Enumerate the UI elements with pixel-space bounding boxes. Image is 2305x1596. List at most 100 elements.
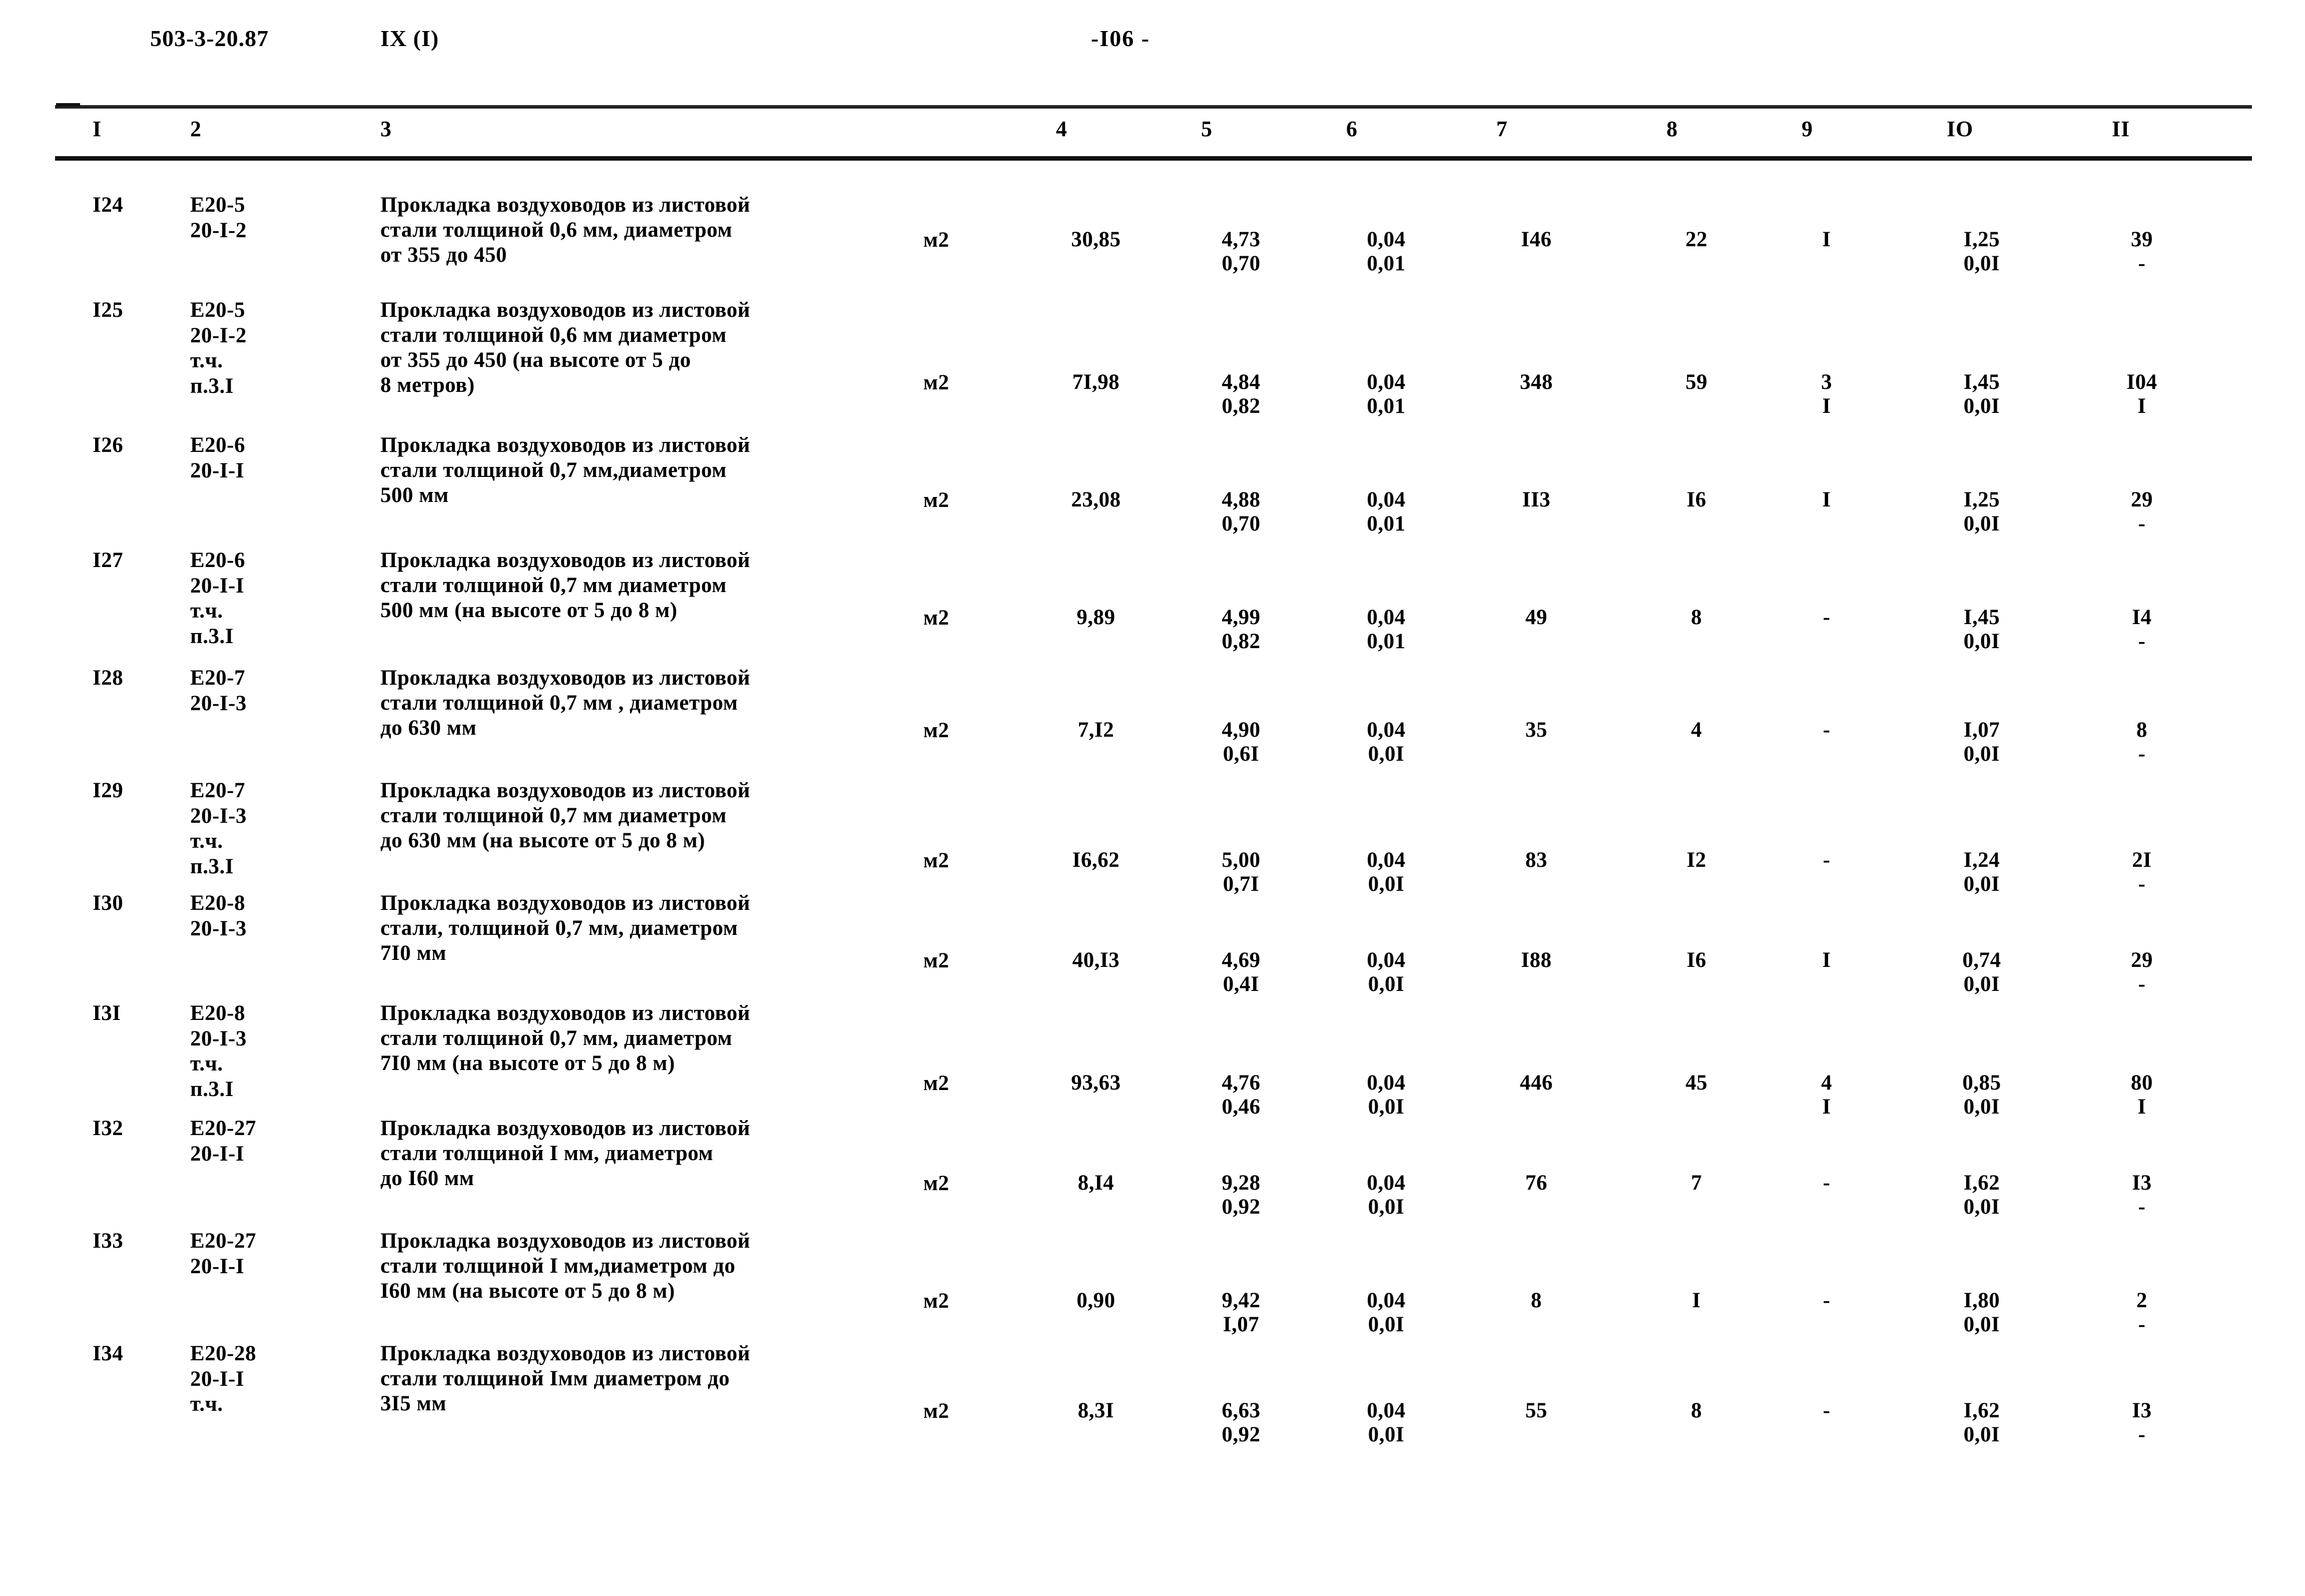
value-secondary: 0,46 [1222, 1095, 1261, 1119]
row-number: I25 [93, 298, 124, 322]
description-line: от 355 до 450 (на высоте от 5 до [380, 348, 691, 372]
value-primary: 7,I2 [1077, 718, 1114, 742]
value-primary: 8 [2136, 718, 2147, 742]
value-c10: 0,85 0,0I [1922, 1071, 2042, 1119]
table-top-rule [55, 105, 2252, 109]
value-primary: 4,90 [1222, 718, 1261, 742]
value-c6: 0,04 0,0I [1326, 1289, 1446, 1337]
value-c8: 59 [1646, 370, 1747, 394]
row-number: I33 [93, 1229, 124, 1253]
value-primary: 0,04 [1367, 228, 1406, 251]
page-number: -I06 - [1091, 26, 1150, 51]
norm-code-line: т.ч. [190, 349, 223, 373]
value-c7: 83 [1476, 848, 1596, 872]
description-line: Прокладка воздуховодов из листовой [380, 1117, 751, 1140]
value-secondary: 0,0I [1963, 1095, 2000, 1119]
value-secondary: - [2138, 630, 2146, 654]
value-primary: 0,04 [1367, 370, 1406, 394]
value-c4: 93,63 [1031, 1071, 1161, 1095]
value-c6: 0,04 0,0I [1326, 848, 1446, 896]
value-primary: I3 [2132, 1399, 2152, 1422]
unit-of-measure: м2 [923, 606, 949, 630]
unit-of-measure: м2 [923, 488, 949, 512]
value-c11: 39- [2092, 228, 2192, 276]
value-primary: 0,04 [1367, 718, 1406, 742]
value-secondary: - [2138, 742, 2146, 766]
value-primary: - [1823, 1289, 1831, 1312]
description-line: Прокладка воздуховодов из листовой [380, 298, 751, 322]
value-primary: 0,04 [1367, 1071, 1406, 1095]
value-secondary: 0,0I [1963, 252, 2000, 276]
value-c11: I4- [2092, 606, 2192, 654]
description-line: Прокладка воздуховодов из листовой [380, 779, 751, 802]
value-c10: I,45 0,0I [1922, 606, 2042, 654]
value-primary: - [1823, 606, 1831, 629]
description-line: от 355 до 450 [380, 243, 507, 267]
value-secondary: - [2138, 252, 2146, 276]
value-c5: 6,63 0,92 [1181, 1399, 1301, 1447]
value-c8: I2 [1646, 848, 1747, 872]
value-secondary: 0,0I [1963, 630, 2000, 654]
work-description: Прокладка воздуховодов из листовой стали … [380, 1229, 971, 1304]
unit-of-measure: м2 [923, 1289, 949, 1313]
value-c11: I3- [2092, 1171, 2192, 1219]
norm-code: E20-6 20-I-I [190, 433, 355, 483]
value-c9: I [1782, 488, 1872, 512]
column-header-IO: IO [1947, 117, 1974, 141]
value-c9: - [1782, 1399, 1872, 1423]
value-secondary: 0,01 [1367, 512, 1406, 536]
norm-code-line: 20-I-I [190, 1254, 245, 1278]
value-primary: - [1823, 848, 1831, 872]
value-secondary: 0,0I [1368, 742, 1405, 766]
value-secondary: 0,70 [1222, 252, 1261, 276]
value-primary: I,80 [1963, 1289, 2000, 1312]
value-primary: 0,04 [1367, 488, 1406, 511]
value-c10: I,25 0,0I [1922, 488, 2042, 536]
norm-code-line: E20-7 [190, 779, 245, 802]
norm-code: E20-5 20-I-2 [190, 193, 355, 243]
value-primary: - [1823, 1171, 1831, 1195]
value-c8: I [1646, 1289, 1747, 1313]
value-c4: 7I,98 [1031, 370, 1161, 394]
value-c9: - [1782, 1171, 1872, 1195]
value-primary: 80 [2131, 1071, 2153, 1095]
description-line: стали толщиной 0,7 мм диаметром [380, 803, 727, 827]
value-c6: 0,04 0,0I [1326, 718, 1446, 766]
norm-code-line: п.3.I [190, 1078, 234, 1102]
value-secondary: - [2138, 872, 2146, 896]
value-secondary: - [2138, 1313, 2146, 1337]
description-line: Прокладка воздуховодов из листовой [380, 891, 751, 915]
norm-code-line: 20-I-2 [190, 323, 247, 347]
value-c6: 0,04 0,01 [1326, 488, 1446, 536]
norm-code-line: E20-8 [190, 1001, 245, 1025]
norm-code: E20-8 20-I-3 т.ч. п.3.I [190, 1001, 355, 1103]
value-c4: 0,90 [1031, 1289, 1161, 1313]
value-c11: 29- [2092, 488, 2192, 536]
value-c5: 4,73 0,70 [1181, 228, 1301, 276]
work-description: Прокладка воздуховодов из листовой стали … [380, 666, 971, 741]
description-line: Прокладка воздуховодов из листовой [380, 1342, 751, 1365]
value-c10: I,07 0,0I [1922, 718, 2042, 766]
value-primary: I4 [2132, 606, 2152, 629]
document-code: 503-3-20.87 [150, 26, 269, 51]
value-secondary: 0,4I [1223, 972, 1260, 996]
description-line: Прокладка воздуховодов из листовой [380, 1001, 751, 1025]
value-secondary: 0,0I [1368, 1195, 1405, 1219]
value-c7: I46 [1476, 228, 1596, 252]
value-primary: 29 [2131, 488, 2153, 511]
value-primary: I3 [2132, 1171, 2152, 1195]
value-c4: I6,62 [1031, 848, 1161, 872]
value-c6: 0,04 0,0I [1326, 1171, 1446, 1219]
value-primary: I,25 [1963, 228, 2000, 251]
value-c9: I [1782, 948, 1872, 972]
value-secondary: I [1822, 394, 1831, 418]
value-primary: II3 [1522, 488, 1551, 511]
description-line: стали толщиной 0,6 мм диаметром [380, 323, 727, 347]
value-c10: I,24 0,0I [1922, 848, 2042, 896]
value-c7: II3 [1476, 488, 1596, 512]
column-header-2: 2 [190, 117, 202, 141]
value-c10: I,25 0,0I [1922, 228, 2042, 276]
value-c10: I,80 0,0I [1922, 1289, 2042, 1337]
value-secondary: - [2138, 1423, 2146, 1447]
